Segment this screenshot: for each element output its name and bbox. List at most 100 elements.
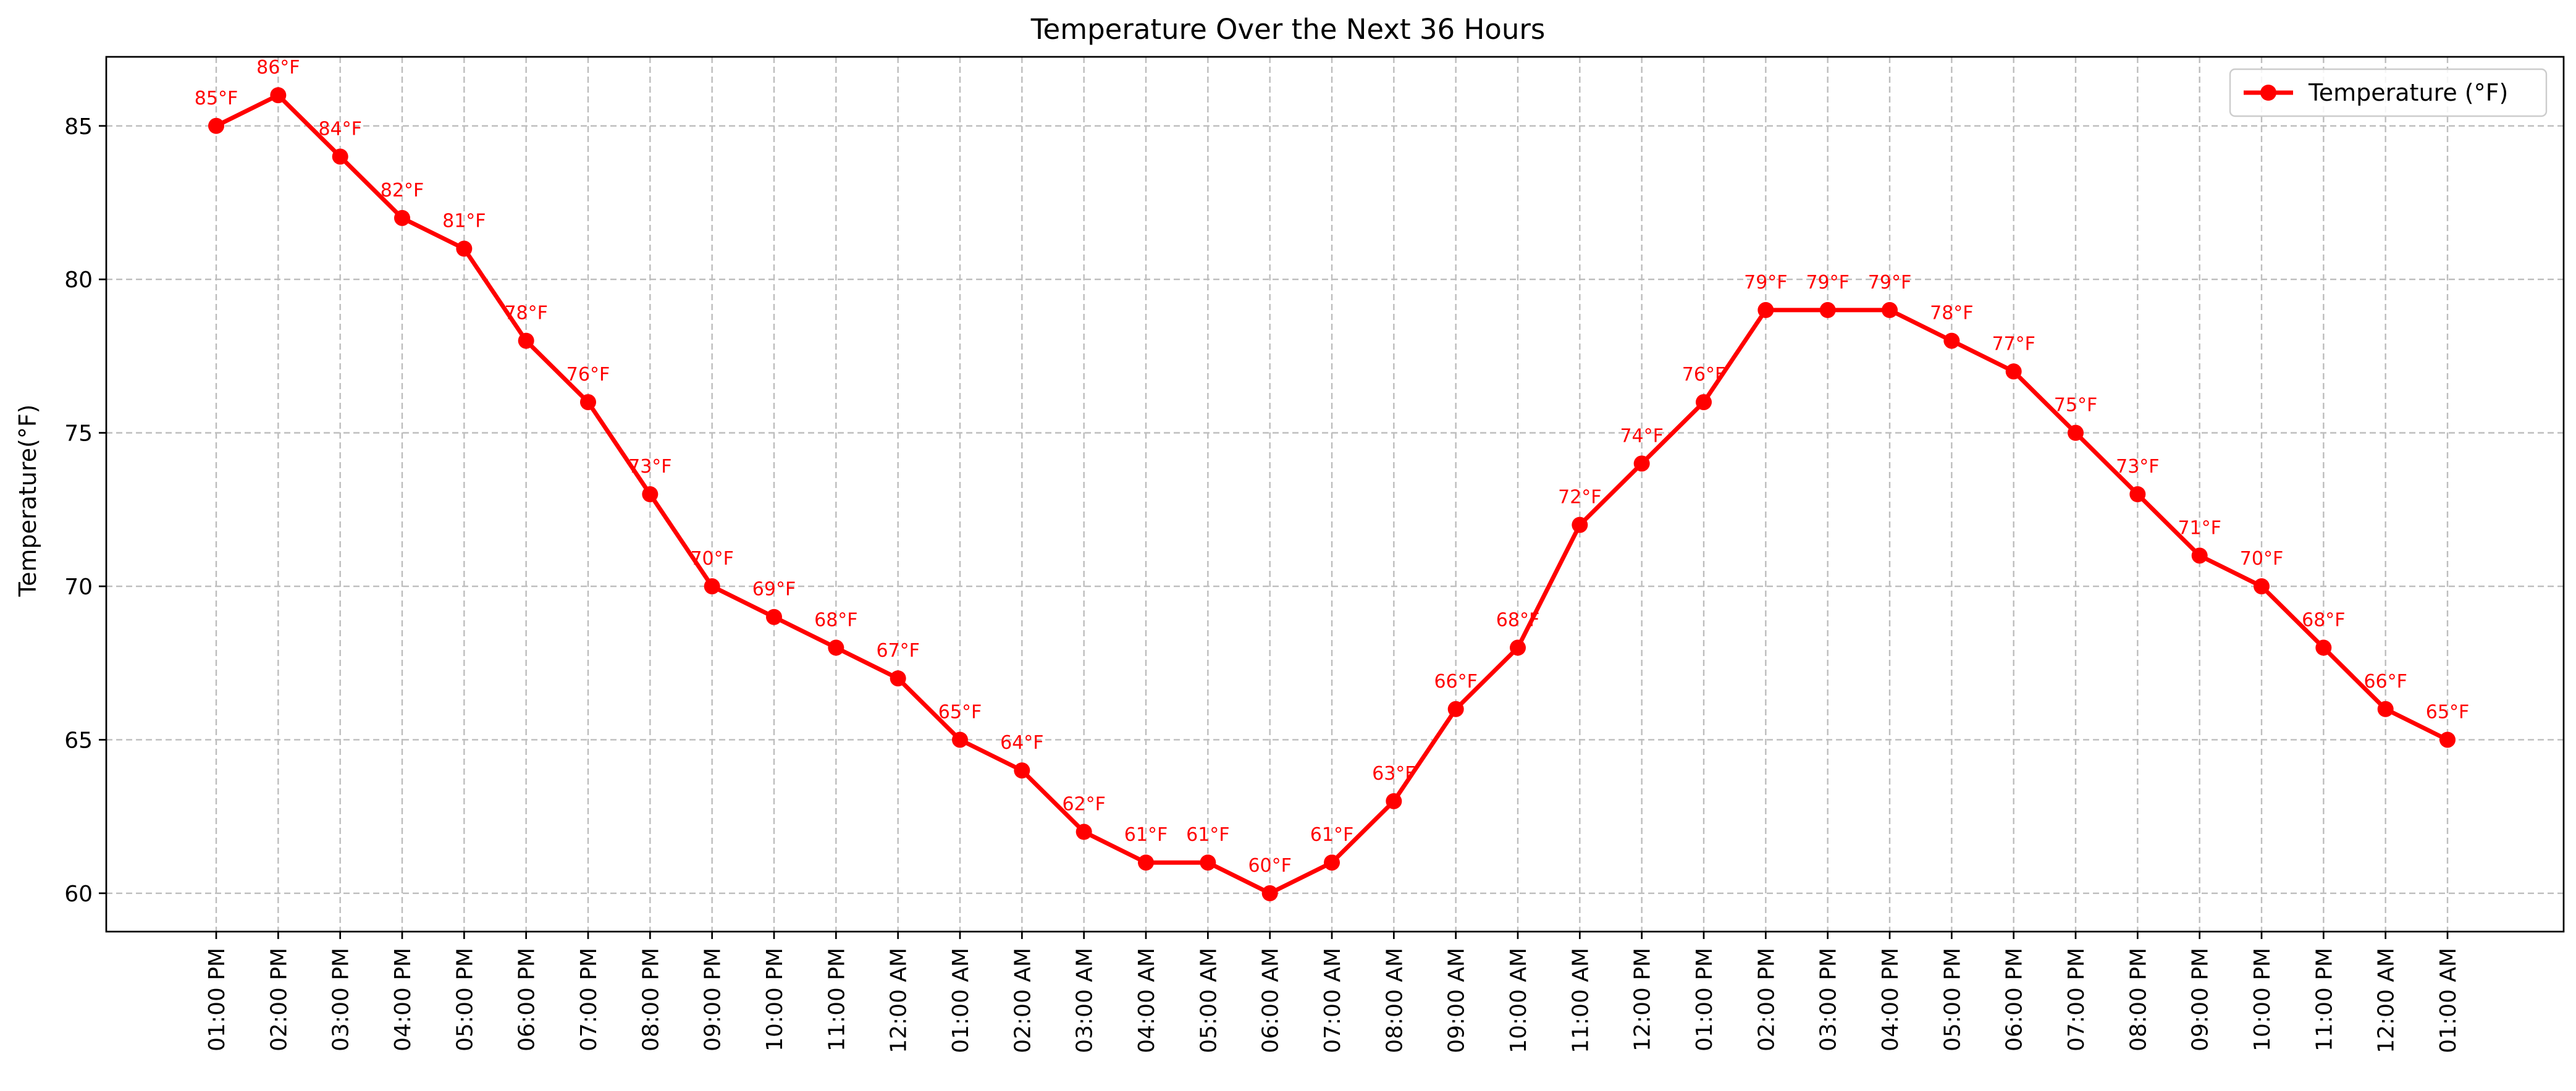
data-point xyxy=(1696,394,1712,410)
x-tick-label: 04:00 AM xyxy=(1134,948,1160,1053)
x-tick-label: 11:00 AM xyxy=(1568,948,1593,1053)
data-point xyxy=(952,731,968,748)
x-tick-label: 12:00 AM xyxy=(886,948,912,1053)
data-label: 67°F xyxy=(876,640,919,662)
data-point xyxy=(704,578,720,595)
x-tick-label: 01:00 PM xyxy=(204,948,230,1051)
data-point xyxy=(642,486,659,502)
plot-frame xyxy=(105,56,2565,933)
data-point xyxy=(2129,486,2146,502)
data-point xyxy=(2439,731,2456,748)
data-point xyxy=(208,117,224,134)
x-tick-label: 03:00 AM xyxy=(1072,948,1098,1053)
x-tick-label: 08:00 PM xyxy=(638,948,663,1051)
data-point xyxy=(2068,424,2084,441)
data-point xyxy=(828,639,844,656)
y-tick-label: 75 xyxy=(64,421,93,447)
data-point xyxy=(1014,762,1030,779)
y-tick-label: 65 xyxy=(64,728,93,753)
x-tick-label: 05:00 PM xyxy=(1940,948,1965,1051)
data-label: 75°F xyxy=(2054,395,2097,416)
data-point xyxy=(1819,301,1836,318)
y-tick-label: 80 xyxy=(64,267,93,293)
x-tick-label: 07:00 AM xyxy=(1320,948,1345,1053)
data-label: 74°F xyxy=(1620,425,1663,447)
data-point xyxy=(1943,332,1960,349)
data-label: 71°F xyxy=(2178,517,2221,539)
data-point xyxy=(1386,793,1402,809)
data-label: 68°F xyxy=(2302,609,2345,631)
data-point xyxy=(1261,885,1278,901)
x-tick-label: 07:00 PM xyxy=(2064,948,2089,1051)
data-label: 66°F xyxy=(2363,671,2407,693)
x-tick-label: 03:00 PM xyxy=(1816,948,1842,1051)
x-tick-label: 08:00 PM xyxy=(2126,948,2151,1051)
data-label: 73°F xyxy=(628,456,671,478)
data-point xyxy=(1324,854,1340,871)
x-tick-label: 03:00 PM xyxy=(329,948,354,1051)
data-point xyxy=(2191,547,2208,564)
data-label: 85°F xyxy=(195,88,238,109)
x-tick-label: 01:00 AM xyxy=(2436,948,2461,1053)
data-point xyxy=(1882,301,1898,318)
data-label: 84°F xyxy=(318,118,361,140)
data-labels: 85°F 86°F 84°F 82°F 81°F 78°F 76°F 73°F 70°F 69°F… xyxy=(195,57,2469,877)
x-tick-label: 06:00 PM xyxy=(515,948,540,1051)
data-label: 70°F xyxy=(2240,548,2283,570)
data-point xyxy=(1757,301,1774,318)
series-temperature xyxy=(208,87,2456,901)
chart-title: Temperature Over the Next 36 Hours xyxy=(1030,13,1546,46)
data-label: 76°F xyxy=(566,364,610,385)
data-label: 69°F xyxy=(752,579,796,600)
legend-box xyxy=(2229,68,2548,117)
data-point xyxy=(518,332,534,349)
x-tick-label: 06:00 PM xyxy=(2002,948,2027,1051)
data-point xyxy=(270,87,287,104)
y-axis-ticks: 60 65 70 75 80 85 xyxy=(64,114,106,907)
y-axis-label: Temperature(°F) xyxy=(14,404,41,597)
y-tick-label: 60 xyxy=(64,882,93,907)
x-tick-label: 09:00 AM xyxy=(1444,948,1470,1053)
data-label: 65°F xyxy=(2426,701,2469,723)
x-tick-label: 10:00 AM xyxy=(1506,948,1531,1053)
y-tick-label: 85 xyxy=(64,114,93,140)
data-label: 64°F xyxy=(1000,732,1043,754)
x-tick-label: 09:00 PM xyxy=(701,948,726,1051)
data-point xyxy=(1633,455,1650,472)
x-tick-label: 08:00 AM xyxy=(1382,948,1407,1053)
x-tick-label: 05:00 PM xyxy=(452,948,478,1051)
data-label: 68°F xyxy=(1496,609,1539,631)
data-label: 61°F xyxy=(1310,824,1353,846)
data-point xyxy=(766,609,782,625)
x-tick-label: 04:00 PM xyxy=(1878,948,1903,1051)
data-label: 61°F xyxy=(1124,824,1168,846)
data-label: 66°F xyxy=(1434,671,1477,693)
data-point xyxy=(1138,854,1154,871)
data-label: 72°F xyxy=(1558,487,1601,508)
x-tick-label: 02:00 PM xyxy=(266,948,292,1051)
data-point xyxy=(332,148,348,165)
data-point xyxy=(2377,701,2394,717)
x-tick-label: 02:00 AM xyxy=(1010,948,1035,1053)
data-label: 79°F xyxy=(1744,272,1787,293)
x-tick-label: 01:00 AM xyxy=(948,948,974,1053)
x-tick-label: 12:00 PM xyxy=(1630,948,1656,1051)
data-label: 79°F xyxy=(1806,272,1849,293)
data-point xyxy=(1572,516,1588,533)
data-point xyxy=(1200,854,1216,871)
data-point xyxy=(1075,824,1092,840)
data-label: 68°F xyxy=(814,609,857,631)
legend-marker xyxy=(2260,85,2276,101)
legend: Temperature (°F) xyxy=(2229,68,2548,117)
data-label: 63°F xyxy=(1372,763,1415,785)
data-point xyxy=(1447,701,1464,717)
x-tick-label: 12:00 AM xyxy=(2374,948,2399,1053)
data-point xyxy=(2005,363,2022,380)
data-label: 61°F xyxy=(1186,824,1229,846)
data-label: 82°F xyxy=(381,180,424,201)
legend-label: Temperature (°F) xyxy=(2308,79,2508,106)
data-label: 73°F xyxy=(2116,456,2159,478)
data-point xyxy=(1510,639,1526,656)
data-point xyxy=(2315,639,2332,656)
